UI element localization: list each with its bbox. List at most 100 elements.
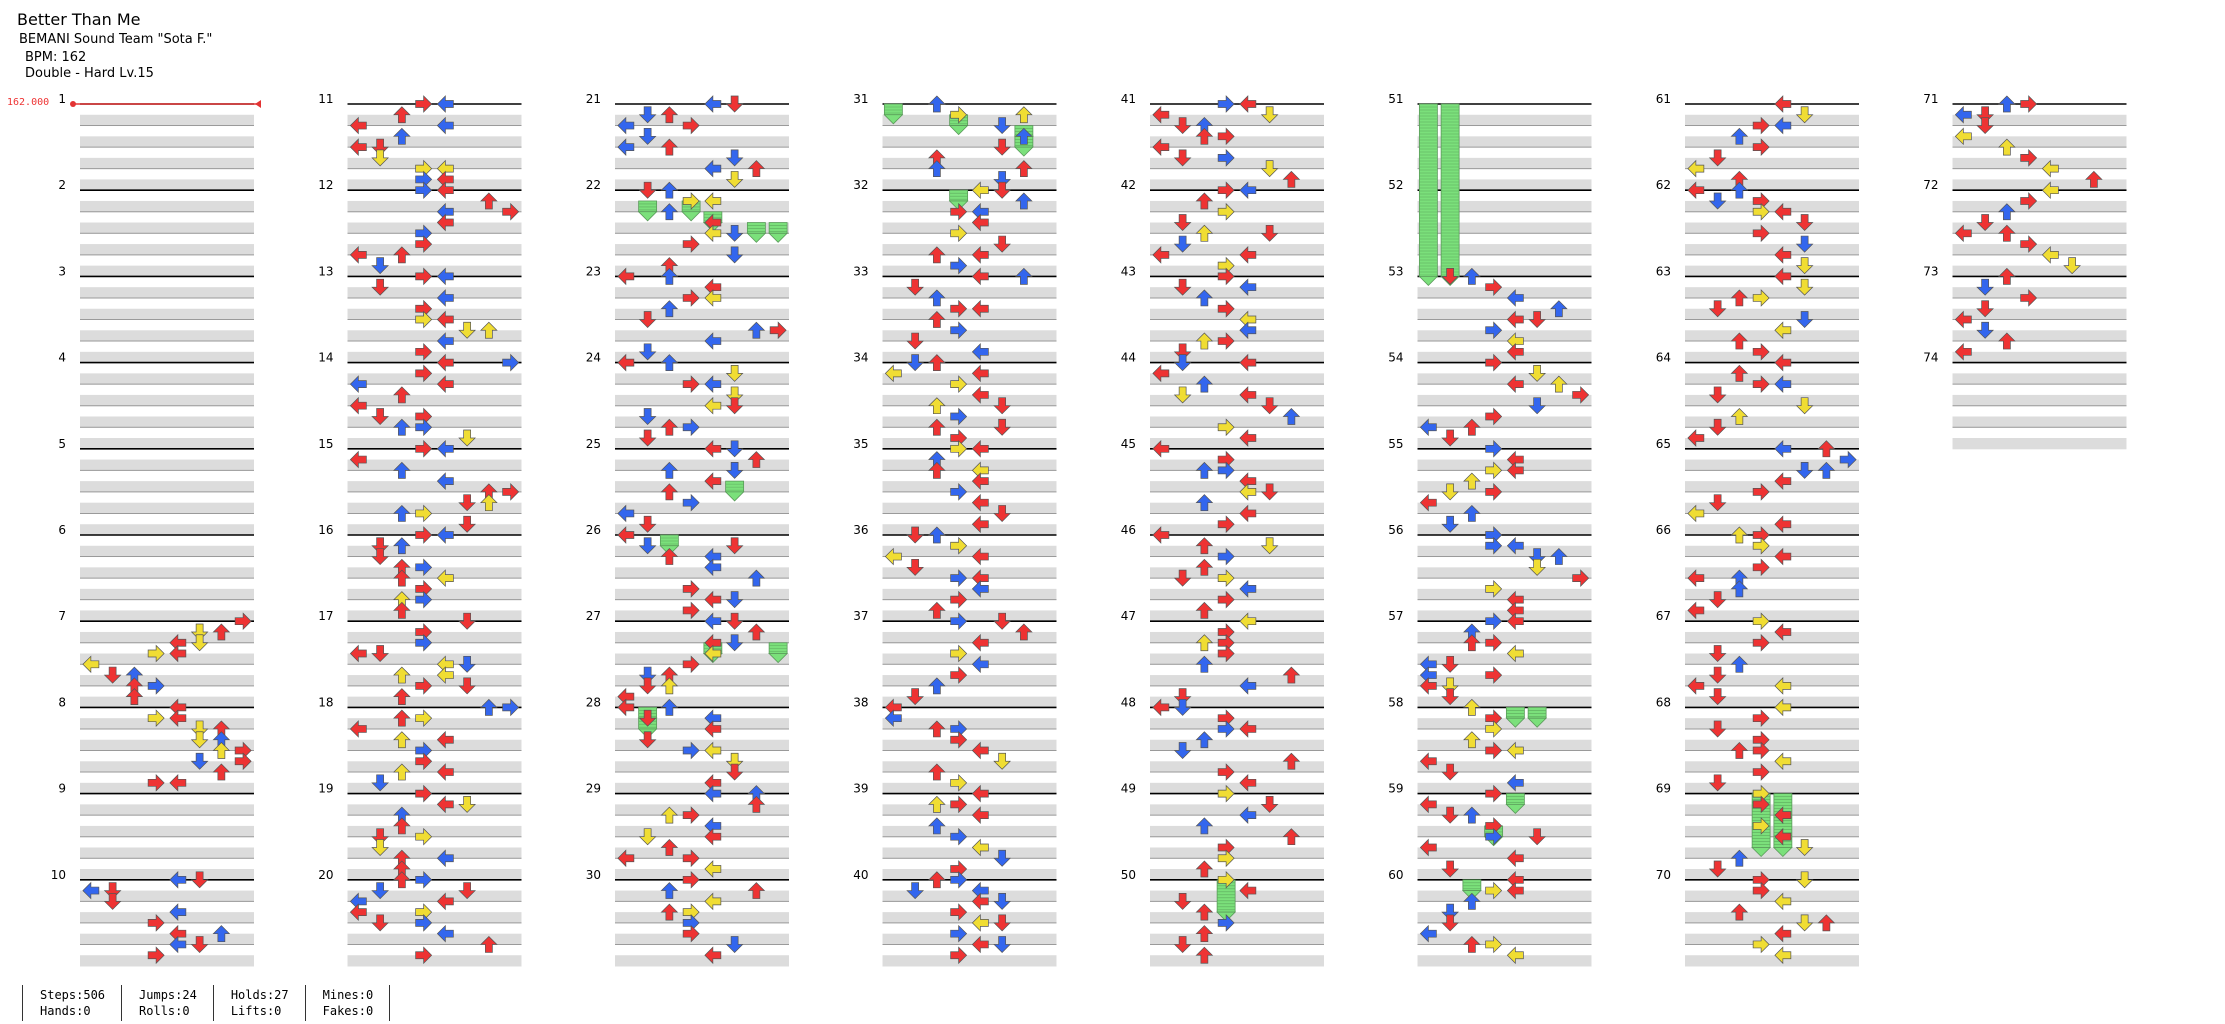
- arrow-right-icon: [950, 407, 968, 426]
- beat-band: [80, 416, 254, 428]
- beat-band: [882, 136, 1057, 148]
- measure-number: 7: [58, 609, 66, 623]
- arrow-left-icon: [169, 773, 187, 792]
- arrow-up-icon: [1730, 364, 1749, 382]
- beat-band: [882, 761, 1057, 773]
- arrow-shape: [971, 515, 989, 534]
- arrow-shape: [704, 558, 722, 577]
- beat-band: [882, 933, 1057, 945]
- arrow-shape: [617, 504, 635, 523]
- arrow-right-icon: [502, 202, 520, 221]
- arrow-shape: [436, 569, 454, 587]
- arrow-shape: [393, 386, 411, 404]
- beat-band: [1417, 330, 1592, 342]
- beat-band: [347, 179, 522, 191]
- arrow-down-icon: [190, 752, 209, 770]
- arrow-left-icon: [1419, 493, 1437, 512]
- arrow-right-icon: [1485, 439, 1503, 458]
- arrow-left-icon: [1239, 278, 1257, 297]
- arrow-shape: [682, 870, 700, 889]
- arrow-left-icon: [169, 935, 187, 954]
- arrow-left-icon: [436, 213, 454, 232]
- beat-band: [1417, 265, 1592, 277]
- arrow-left-icon: [704, 472, 722, 490]
- beat-band: [1150, 588, 1324, 601]
- arrow-shape: [147, 914, 165, 932]
- arrow-shape: [1217, 299, 1235, 318]
- arrow-shape: [725, 224, 744, 242]
- arrow-shape: [660, 181, 679, 199]
- arrow-left-icon: [617, 116, 635, 135]
- arrow-down-icon: [906, 278, 924, 296]
- arrow-shape: [1730, 181, 1749, 199]
- arrow-shape: [393, 106, 411, 124]
- stat-jumps: Jumps:24: [139, 988, 197, 1002]
- arrow-down-icon: [993, 505, 1011, 522]
- arrow-shape: [1195, 192, 1214, 210]
- beat-band: [1150, 287, 1324, 299]
- arrow-right-icon: [1217, 299, 1235, 318]
- arrow-down-icon: [725, 440, 744, 458]
- arrow-left-icon: [1506, 773, 1524, 792]
- arrow-up-icon: [1730, 289, 1749, 307]
- arrow-shape: [1152, 526, 1170, 544]
- measure-number: 3: [58, 264, 66, 278]
- measure-number: 46: [1121, 523, 1136, 537]
- arrow-shape: [1441, 914, 1459, 932]
- arrow-left-icon: [1774, 202, 1792, 221]
- arrow-down-icon: [1976, 117, 1994, 135]
- arrow-up-icon: [1817, 914, 1836, 932]
- arrow-up-icon: [1195, 558, 1214, 576]
- song-artist: BEMANI Sound Team "Sota F.": [19, 32, 213, 47]
- arrow-shape: [458, 655, 476, 673]
- arrow-up-icon: [1730, 655, 1749, 673]
- stat-lifts: Lifts:0: [230, 1004, 282, 1018]
- measure-number: 43: [1121, 264, 1136, 278]
- arrow-shape: [1752, 763, 1770, 781]
- arrow-shape: [704, 892, 722, 911]
- arrow-shape: [993, 171, 1011, 188]
- arrow-shape: [1795, 397, 1814, 415]
- arrow-shape: [371, 839, 389, 856]
- arrow-right-icon: [950, 224, 968, 243]
- arrow-shape: [906, 688, 924, 706]
- arrow-left-icon: [1954, 105, 1972, 124]
- difficulty-label: Double - Hard Lv.15: [25, 66, 154, 81]
- arrow-shape: [638, 666, 657, 684]
- arrow-shape: [971, 633, 989, 652]
- measure-number: 10: [51, 868, 66, 882]
- beat-band: [347, 631, 522, 644]
- arrow-shape: [371, 548, 389, 566]
- arrow-right-icon: [1752, 375, 1770, 393]
- hold-tail: [768, 232, 789, 243]
- arrow-shape: [1506, 461, 1524, 480]
- beat-band: [80, 287, 254, 299]
- arrow-left-icon: [704, 720, 722, 738]
- beat-band: [1150, 761, 1324, 773]
- arrow-shape: [769, 321, 787, 340]
- arrow-up-icon: [393, 688, 411, 705]
- arrow-shape: [993, 181, 1011, 199]
- arrow-left-icon: [971, 386, 989, 404]
- arrow-right-icon: [1217, 644, 1235, 663]
- arrow-down-icon: [725, 634, 744, 652]
- measure-number: 36: [853, 523, 868, 537]
- arrow-right-icon: [682, 493, 700, 512]
- arrow-up-icon: [1463, 634, 1481, 652]
- arrow-left-icon: [1506, 849, 1524, 868]
- arrow-right-icon: [147, 773, 165, 792]
- arrow-shape: [1441, 806, 1459, 824]
- arrow-right-icon: [1752, 289, 1770, 307]
- beat-band: [882, 438, 1057, 450]
- arrow-shape: [971, 299, 989, 318]
- arrow-left-icon: [1774, 95, 1792, 113]
- arrow-right-icon: [234, 612, 252, 631]
- arrow-shape: [1752, 935, 1770, 954]
- beat-band: [615, 136, 789, 148]
- beat-band: [1150, 524, 1324, 536]
- beat-band: [1417, 869, 1592, 881]
- arrow-shape: [415, 235, 433, 253]
- arrow-up-icon: [393, 106, 411, 124]
- beat-band: [347, 265, 522, 277]
- arrow-down-icon: [906, 688, 924, 706]
